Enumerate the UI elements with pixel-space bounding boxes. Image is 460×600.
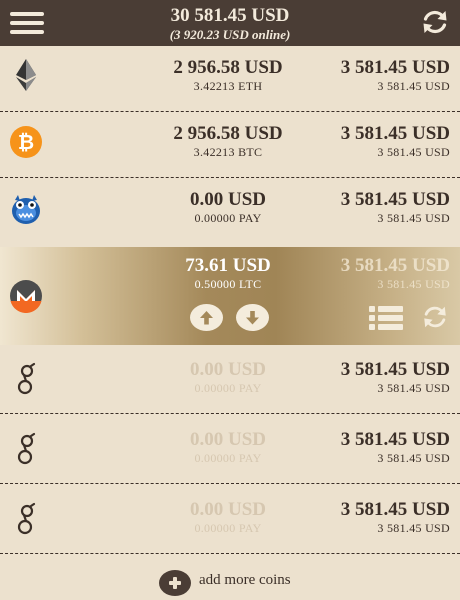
send-button[interactable] [190,304,223,331]
plus-icon[interactable] [159,570,191,596]
coin-price: 3 581.45 USD [340,189,450,210]
portfolio-total: 30 581.45 USD [170,5,290,26]
coin-usd-value: 0.00 USD [189,189,266,210]
coin-price: 3 581.45 USD [340,359,450,380]
header-bar: 30 581.45 USD (3 920.23 USD online) [0,0,460,46]
menu-button[interactable] [10,8,44,38]
coin-price-sub: 3 581.45 USD [377,145,450,159]
coin-row-selected[interactable]: 73.61 USD 0.50000 LTC 3 581.45 USD 3 581… [0,247,460,345]
list-icon[interactable] [369,304,403,332]
coin-row-pay[interactable]: 0.00 USD 0.00000 PAY 3 581.45 USD 3 581.… [0,178,460,244]
coin-row-btc[interactable]: ₿ 2 956.58 USD 3.42213 BTC 3 581.45 USD … [0,112,460,178]
coin-usd-value: 2 956.58 USD [173,57,283,78]
coin-amount: 0.00000 PAY [194,381,262,395]
coin-price: 3 581.45 USD [340,499,450,520]
menu-icon [10,12,44,16]
coin-usd-value: 0.00 USD [189,429,266,450]
coin-price-sub: 3 581.45 USD [377,277,450,291]
coin-row-eth[interactable]: 2 956.58 USD 3.42213 ETH 3 581.45 USD 3 … [0,46,460,112]
receive-button[interactable] [236,304,269,331]
coin-price: 3 581.45 USD [340,255,450,276]
row-divider [0,553,460,554]
coin-amount: 0.00000 PAY [194,451,262,465]
ethereum-icon [16,59,36,91]
coin-price-sub: 3 581.45 USD [377,451,450,465]
bitcoin-icon: ₿ [10,126,42,158]
coin-price: 3 581.45 USD [340,123,450,144]
coin-usd-value: 73.61 USD [185,255,271,276]
golem-icon [17,432,36,465]
online-total: (3 920.23 USD online) [169,27,291,42]
svg-text:₿: ₿ [18,130,34,154]
coin-price: 3 581.45 USD [340,57,450,78]
monster-icon [12,195,40,224]
refresh-icon[interactable] [420,7,450,37]
coin-price-sub: 3 581.45 USD [377,211,450,225]
coin-amount: 3.42213 BTC [193,145,263,159]
refresh-coin-icon[interactable] [421,303,449,331]
coin-usd-value: 2 956.58 USD [173,123,283,144]
coin-price-sub: 3 581.45 USD [377,521,450,535]
coin-amount: 0.00000 PAY [194,521,262,535]
coin-row-golem[interactable]: 0.00 USD 0.00000 PAY 3 581.45 USD 3 581.… [0,418,460,484]
coin-row-golem[interactable]: 0.00 USD 0.00000 PAY 3 581.45 USD 3 581.… [0,348,460,414]
coin-usd-value: 0.00 USD [189,499,266,520]
arrow-down-icon [246,311,259,325]
coin-amount: 3.42213 ETH [193,79,263,93]
coin-amount: 0.50000 LTC [194,277,262,291]
add-more-coins-label[interactable]: add more coins [199,572,291,588]
coin-price-sub: 3 581.45 USD [377,79,450,93]
coin-price: 3 581.45 USD [340,429,450,450]
coin-row-golem[interactable]: 0.00 USD 0.00000 PAY 3 581.45 USD 3 581.… [0,488,460,554]
row-divider [0,111,460,112]
row-divider [0,483,460,484]
row-divider [0,413,460,414]
monero-icon [10,280,42,313]
golem-icon [17,362,36,395]
arrow-up-icon [200,311,213,325]
row-divider [0,177,460,178]
golem-icon [17,502,36,535]
add-coins-area: add more coins [0,560,460,600]
coin-amount: 0.00000 PAY [194,211,262,225]
coin-usd-value: 0.00 USD [189,359,266,380]
coin-price-sub: 3 581.45 USD [377,381,450,395]
